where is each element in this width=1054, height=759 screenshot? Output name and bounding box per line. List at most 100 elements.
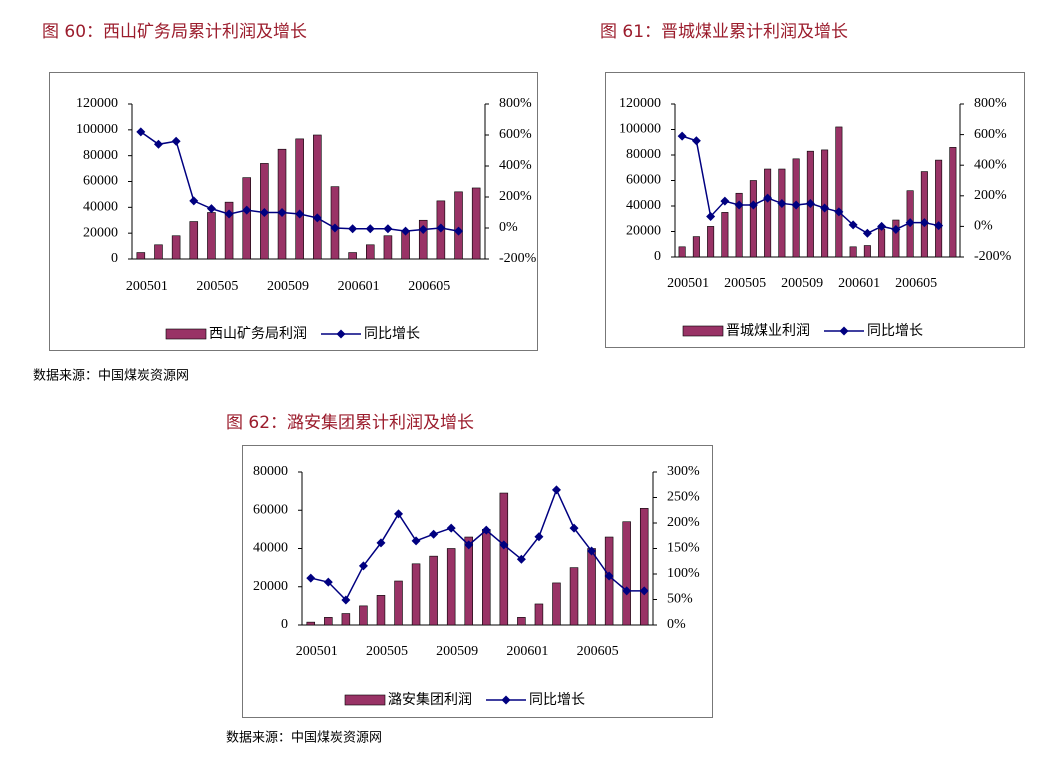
bar xyxy=(189,221,199,260)
y-tick-label: 40000 xyxy=(83,200,118,215)
legend-swatch xyxy=(165,328,207,340)
y2-tick-label: 0% xyxy=(499,220,518,235)
y2-tick-label: 200% xyxy=(667,515,700,530)
bar xyxy=(749,180,757,258)
y2-tick-label: 800% xyxy=(499,96,532,111)
line-marker xyxy=(136,127,146,137)
x-tick-label: 200509 xyxy=(781,276,823,291)
y2-tick-label: 250% xyxy=(667,490,700,505)
line-marker xyxy=(376,538,386,548)
bar xyxy=(324,617,333,626)
chart-frame xyxy=(49,72,538,351)
line-marker xyxy=(429,529,439,539)
line-marker xyxy=(862,228,872,238)
line-marker xyxy=(171,136,181,146)
y-tick-label: 80000 xyxy=(253,464,288,479)
line-marker xyxy=(569,523,579,533)
legend-label: 同比增长 xyxy=(867,323,923,339)
bar xyxy=(277,148,287,260)
y-tick-label: 120000 xyxy=(76,96,118,111)
legend-label: 同比增长 xyxy=(364,326,420,342)
line-marker xyxy=(834,207,844,217)
bar xyxy=(835,126,843,258)
y2-tick-label: 600% xyxy=(974,127,1007,142)
y2-tick-label: 400% xyxy=(499,158,532,173)
y2-tick-label: 0% xyxy=(667,617,686,632)
bar xyxy=(341,613,351,626)
y2-tick-label: 300% xyxy=(667,464,700,479)
bar xyxy=(764,168,772,258)
bar xyxy=(935,159,943,258)
y2-tick-label: -200% xyxy=(974,249,1012,264)
line-marker xyxy=(499,540,509,550)
y2-tick-label: -200% xyxy=(499,251,537,266)
bar xyxy=(721,212,729,258)
bar xyxy=(242,177,251,260)
line-marker xyxy=(877,221,887,231)
y-tick-label: 100000 xyxy=(76,122,118,137)
bar xyxy=(154,244,163,260)
bar xyxy=(678,246,686,258)
line xyxy=(310,487,645,602)
bar xyxy=(330,186,340,260)
line-marker xyxy=(734,200,744,210)
line-marker xyxy=(604,571,614,581)
line-marker xyxy=(341,595,351,605)
y2-tick-label: 600% xyxy=(499,127,532,142)
bar xyxy=(454,191,463,260)
bar xyxy=(499,492,509,626)
line-marker xyxy=(777,198,787,208)
bar xyxy=(849,246,857,258)
bar xyxy=(639,508,649,626)
legend-marker xyxy=(336,329,346,339)
legend-marker xyxy=(501,695,511,705)
bar xyxy=(892,219,900,258)
y-tick-label: 0 xyxy=(111,251,118,266)
line-marker xyxy=(905,218,915,228)
line-marker xyxy=(401,226,411,236)
bar xyxy=(313,134,322,260)
line-marker xyxy=(418,225,428,235)
legend-marker xyxy=(839,326,849,336)
line-marker xyxy=(891,224,901,234)
x-tick-label: 200505 xyxy=(196,279,238,294)
bar xyxy=(383,235,393,260)
x-tick-label: 200601 xyxy=(338,279,380,294)
line-marker xyxy=(206,204,216,214)
bar xyxy=(376,595,386,626)
bar xyxy=(604,536,614,626)
line-marker xyxy=(295,209,305,219)
line-marker xyxy=(516,554,526,564)
y2-tick-label: 0% xyxy=(974,219,993,234)
line-marker xyxy=(365,224,375,234)
line-marker xyxy=(323,577,333,587)
y-tick-label: 60000 xyxy=(253,502,288,517)
bar xyxy=(735,192,743,258)
line-marker xyxy=(454,226,464,236)
bar xyxy=(136,252,146,260)
bar xyxy=(446,548,456,626)
line-marker xyxy=(848,220,858,230)
y-tick-label: 60000 xyxy=(626,173,661,188)
bar xyxy=(418,219,428,260)
y2-tick-label: 50% xyxy=(667,592,693,607)
y-tick-label: 20000 xyxy=(626,224,661,239)
y-tick-label: 120000 xyxy=(619,96,661,111)
bar xyxy=(622,521,631,626)
line-marker xyxy=(481,525,491,535)
legend-swatch xyxy=(344,694,386,706)
line-marker xyxy=(394,509,404,519)
bar xyxy=(552,582,561,626)
y-tick-label: 20000 xyxy=(253,579,288,594)
line-marker xyxy=(306,573,316,583)
bar xyxy=(878,228,886,258)
line-marker xyxy=(748,200,758,210)
bar xyxy=(482,529,491,626)
bar xyxy=(778,168,786,258)
bar xyxy=(359,605,368,626)
line-marker xyxy=(934,221,944,231)
line-marker xyxy=(791,200,801,210)
x-tick-label: 200505 xyxy=(366,644,408,659)
y-tick-label: 60000 xyxy=(83,174,118,189)
y-tick-label: 20000 xyxy=(83,225,118,240)
